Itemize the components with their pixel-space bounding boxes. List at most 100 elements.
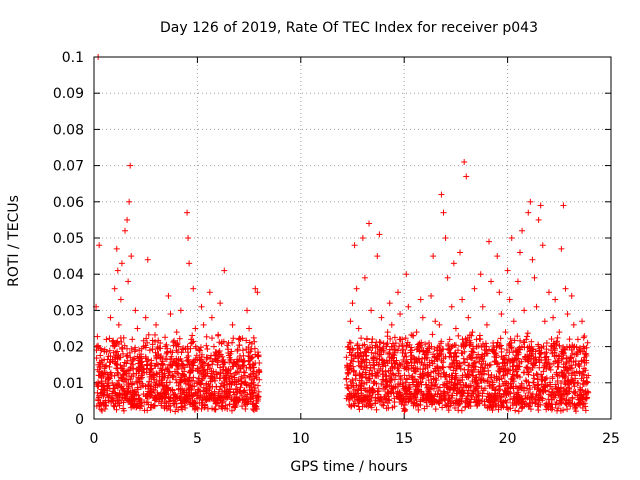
data-point: [369, 336, 376, 343]
data-point: [152, 349, 159, 356]
data-point: [478, 344, 485, 351]
data-point: [239, 335, 246, 342]
data-point: [144, 362, 151, 369]
data-point: [151, 402, 158, 409]
data-point: [177, 390, 184, 397]
data-point: [208, 352, 215, 359]
data-point: [106, 335, 113, 342]
data-point: [145, 356, 152, 363]
data-point: [571, 383, 578, 390]
data-point: [564, 406, 571, 413]
data-point: [188, 377, 195, 384]
data-point: [144, 407, 151, 414]
data-point: [99, 407, 106, 414]
data-point: [525, 209, 532, 216]
data-point: [477, 271, 484, 278]
data-point: [543, 339, 550, 346]
data-point: [496, 289, 503, 296]
data-point: [125, 383, 132, 390]
data-point: [498, 311, 505, 318]
data-point: [403, 271, 410, 278]
data-point: [417, 296, 424, 303]
data-point: [236, 352, 243, 359]
data-point: [189, 383, 196, 390]
data-point: [550, 314, 557, 321]
data-point: [251, 407, 258, 414]
data-point: [155, 398, 162, 405]
data-point: [208, 335, 215, 342]
y-tick-label: 0: [75, 412, 84, 428]
data-point: [228, 395, 235, 402]
data-point: [101, 389, 108, 396]
data-point: [186, 374, 193, 381]
data-point: [488, 278, 495, 285]
data-point: [510, 318, 517, 325]
data-point: [177, 307, 184, 314]
data-point: [465, 362, 472, 369]
data-point: [192, 356, 199, 363]
data-point: [581, 333, 588, 340]
data-point: [228, 373, 235, 380]
data-point: [521, 307, 528, 314]
data-point: [239, 403, 246, 410]
data-point: [94, 333, 101, 340]
data-point: [207, 365, 214, 372]
data-point: [554, 334, 561, 341]
data-point: [374, 253, 381, 260]
y-tick-label: 0.02: [53, 340, 84, 356]
data-point: [366, 220, 373, 227]
data-point: [181, 389, 188, 396]
data-point: [165, 292, 172, 299]
x-tick-label: 25: [602, 431, 620, 447]
data-point: [514, 278, 521, 285]
data-point: [570, 321, 577, 328]
data-point: [378, 314, 385, 321]
data-point: [232, 369, 239, 376]
data-point: [215, 332, 222, 339]
data-point: [243, 346, 250, 353]
data-point: [144, 256, 151, 263]
data-point: [515, 408, 522, 415]
data-point: [405, 303, 412, 310]
y-tick-label: 0.09: [53, 86, 84, 102]
data-point: [458, 407, 465, 414]
data-point: [226, 401, 233, 408]
data-point: [126, 198, 133, 205]
data-point: [167, 348, 174, 355]
data-point: [152, 396, 159, 403]
data-point: [419, 314, 426, 321]
data-point: [252, 385, 259, 392]
data-point: [172, 391, 179, 398]
data-point: [502, 329, 509, 336]
data-point: [229, 363, 236, 370]
chart-title: Day 126 of 2019, Rate Of TEC Index for r…: [160, 20, 538, 36]
data-point: [212, 406, 219, 413]
data-point: [514, 333, 521, 340]
data-point: [125, 278, 132, 285]
x-tick-label: 15: [395, 431, 413, 447]
data-point: [240, 369, 247, 376]
data-point: [217, 300, 224, 307]
data-point: [469, 329, 476, 336]
data-point: [153, 321, 160, 328]
data-point: [139, 358, 146, 365]
data-point: [127, 162, 134, 169]
data-point: [246, 325, 253, 332]
data-point: [580, 334, 587, 341]
data-point: [192, 325, 199, 332]
data-point: [368, 307, 375, 314]
data-point: [530, 372, 537, 379]
data-point: [192, 345, 199, 352]
data-point: [151, 395, 158, 402]
data-point: [564, 311, 571, 318]
data-point: [218, 392, 225, 399]
data-point: [444, 274, 451, 281]
data-point: [455, 332, 462, 339]
data-point: [390, 351, 397, 358]
data-point: [117, 296, 124, 303]
data-point: [189, 339, 196, 346]
data-point: [179, 385, 186, 392]
data-point: [409, 332, 416, 339]
data-point: [184, 209, 191, 216]
